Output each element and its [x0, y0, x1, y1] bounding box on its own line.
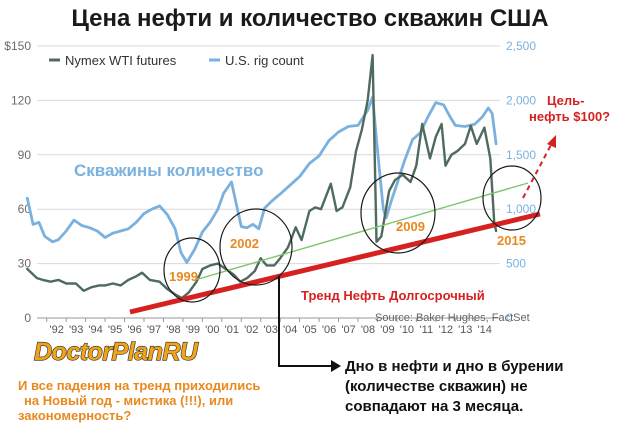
y-left-tick-label: 120 [11, 93, 31, 107]
y-right-tick-label: 500 [506, 257, 526, 271]
y-left-tick-label: $150 [4, 39, 31, 53]
x-axis-ticks: '92 '93 '94 '95 '96 '97 '98 '99 '00 '01 '02 '03 '04 '… [46, 318, 492, 336]
target-label-line-2: нефть $100? [529, 109, 610, 124]
source-note: Source: Baker Hughes, FactSet [375, 312, 530, 324]
x-tick-label: '01 [225, 324, 239, 336]
circle-1999 [163, 237, 221, 303]
series-line-wti [26, 53, 498, 300]
trend-label: Тренд Нефть Долгосрочный [301, 288, 485, 303]
y-right-tick-label: 1,500 [506, 148, 536, 162]
x-tick-label: '95 [108, 324, 122, 336]
x-tick-label: '99 [186, 324, 200, 336]
y-right-tick-label: 0 [506, 311, 513, 325]
x-tick-label: '13 [458, 324, 472, 336]
green-trend-line [194, 182, 529, 281]
x-tick-label: '04 [283, 324, 297, 336]
x-tick-label: '07 [341, 324, 355, 336]
x-tick-label: '06 [322, 324, 336, 336]
x-tick-label: '98 [166, 324, 180, 336]
note-line-1: И все падения на тренд приходились [18, 378, 260, 393]
x-tick-label: '02 [244, 324, 258, 336]
circle-2002 [219, 208, 293, 286]
x-tick-label: '97 [147, 324, 161, 336]
x-tick-label: '05 [302, 324, 316, 336]
target-label-line-1: Цель- [547, 93, 584, 108]
y-right-tick-label: 2,500 [506, 39, 536, 53]
x-tick-label: '96 [127, 324, 141, 336]
x-tick-label: '12 [439, 324, 453, 336]
note-line-2: на Новый год - мистика (!!!), или [24, 393, 233, 408]
x-tick-label: '93 [69, 324, 83, 336]
x-tick-label: '08 [361, 324, 375, 336]
callout-line-1: Дно в нефти и дно в бурении [345, 358, 563, 375]
y-right-tick-label: 1,000 [506, 202, 536, 216]
series-layer [25, 53, 498, 300]
x-tick-label: '94 [88, 324, 102, 336]
page-title: Цена нефти и количество скважин США [71, 5, 548, 32]
note-line-3: закономерность? [18, 408, 131, 423]
callout-arrowhead [331, 360, 341, 372]
legend-label-rigs: U.S. rig count [225, 53, 304, 68]
year-label-2009: 2009 [396, 219, 425, 234]
x-tick-label: '03 [264, 324, 278, 336]
site-logo: DoctorPlanRU [34, 338, 199, 366]
circle-2015 [482, 165, 542, 231]
y-left-tick-label: 90 [18, 148, 32, 162]
callout-line-2: (количестве скважин) не [345, 378, 528, 395]
x-tick-label: '11 [420, 324, 434, 336]
callout-arrow-line [278, 276, 333, 367]
gridlines [37, 45, 500, 319]
x-tick-label: '00 [205, 324, 219, 336]
target-arrow-line [522, 142, 553, 199]
legend: Nymex WTI futures U.S. rig count [49, 53, 304, 68]
x-tick-label: '92 [50, 324, 64, 336]
year-label-2002: 2002 [230, 236, 259, 251]
x-tick-label: '09 [380, 324, 394, 336]
y-right-tick-label: 2,000 [506, 93, 536, 107]
circle-2009 [360, 172, 436, 254]
x-tick-label: '10 [400, 324, 414, 336]
target-arrowhead [547, 135, 556, 148]
legend-label-wti: Nymex WTI futures [65, 53, 177, 68]
year-label-2015: 2015 [497, 233, 526, 248]
y-left-tick-label: 0 [24, 311, 31, 325]
rig-count-label: Скважины количество [74, 161, 263, 180]
year-label-1999: 1999 [169, 269, 198, 284]
long-term-trend-line [129, 211, 541, 315]
right-axis-ticks: 0 500 1,000 1,500 2,000 2,500 [506, 39, 536, 325]
y-left-tick-label: 30 [18, 257, 32, 271]
callout-line-3: совпадают на 3 месяца. [345, 398, 523, 415]
x-tick-label: '14 [478, 324, 492, 336]
